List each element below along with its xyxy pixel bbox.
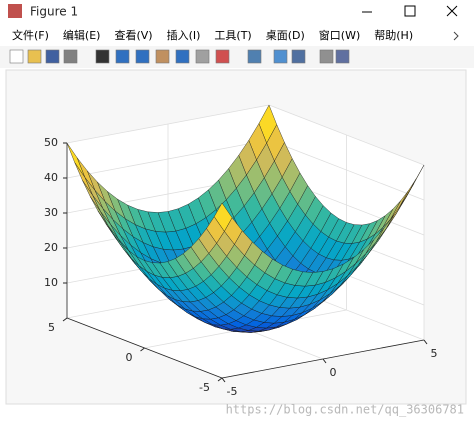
menu-bar: 文件(F) 编辑(E) 查看(V) 插入(I) 工具(T) 桌面(D) 窗口(W) 帮助(H) — [12, 28, 413, 42]
x-tick — [322, 358, 327, 364]
toolbar-button[interactable] — [195, 49, 210, 64]
y-tick — [62, 317, 68, 322]
menu-item[interactable]: 编辑(E) — [63, 28, 101, 42]
app-icon — [8, 4, 22, 18]
x-tick-label: 5 — [431, 347, 438, 360]
toolbar-button[interactable] — [135, 49, 150, 64]
close-button[interactable] — [446, 5, 458, 17]
surface-facet — [213, 202, 233, 232]
z-tick-label: 50 — [44, 136, 58, 149]
watermark: https://blog.csdn.net/qq_36306781 — [226, 403, 464, 417]
menu-item[interactable]: 插入(I) — [167, 28, 201, 42]
grid-line — [66, 104, 270, 144]
menu-item[interactable]: 查看(V) — [114, 28, 152, 42]
y-tick-label: -5 — [199, 381, 210, 394]
toolbar-button[interactable] — [215, 49, 230, 64]
x-tick — [423, 339, 428, 345]
toolbar-button[interactable] — [9, 49, 24, 64]
toolbar-button[interactable] — [291, 49, 306, 64]
toolbar-button[interactable] — [45, 49, 60, 64]
z-tick-label: 30 — [44, 206, 58, 219]
maximize-button[interactable] — [404, 5, 416, 17]
toolbar-button[interactable] — [319, 49, 334, 64]
grid-line — [268, 104, 425, 166]
z-tick-label: 40 — [44, 171, 58, 184]
toolbar-button[interactable] — [95, 49, 110, 64]
menu-item[interactable]: 窗口(W) — [319, 28, 360, 42]
toolbar-button[interactable] — [155, 49, 170, 64]
grid-line — [268, 139, 425, 201]
toolbar-button[interactable] — [63, 49, 78, 64]
y-tick — [140, 347, 145, 352]
toolbar-button[interactable] — [273, 49, 288, 64]
toolbar-icons — [9, 49, 350, 64]
menu-item[interactable]: 工具(T) — [214, 29, 251, 42]
x-tick-label: 0 — [330, 366, 337, 379]
y-tick — [217, 377, 223, 382]
x-tick — [221, 377, 226, 383]
y-tick-label: 5 — [48, 321, 55, 334]
x-tick-label: -5 — [227, 385, 238, 398]
menu-item[interactable]: 文件(F) — [12, 28, 49, 42]
menu-item[interactable]: 桌面(D) — [266, 29, 305, 42]
toolbar-button[interactable] — [247, 49, 262, 64]
z-tick-label: 20 — [44, 241, 58, 254]
grid-line — [66, 139, 270, 179]
toolbar-button[interactable] — [115, 49, 130, 64]
toolbar-button[interactable] — [27, 49, 42, 64]
toolbar-button[interactable] — [335, 49, 350, 64]
window-title: Figure 1 — [30, 5, 78, 19]
menu-item[interactable]: 帮助(H) — [374, 28, 413, 42]
z-tick-label: 10 — [44, 276, 58, 289]
y-tick-label: 0 — [126, 351, 133, 364]
menu-arrow[interactable] — [453, 31, 459, 41]
toolbar-button[interactable] — [175, 49, 190, 64]
